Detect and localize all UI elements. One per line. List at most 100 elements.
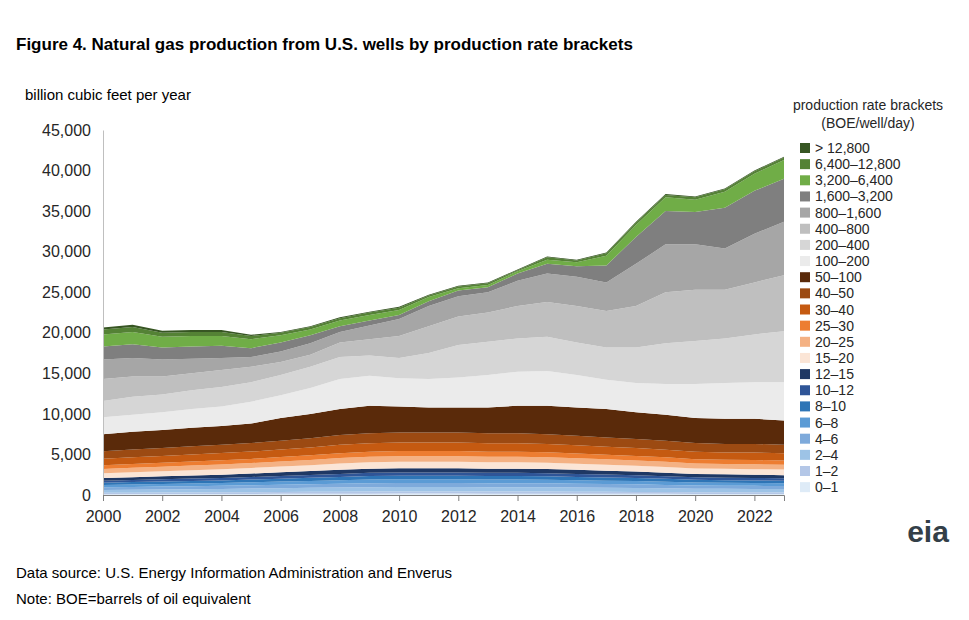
legend-label: 1,600–3,200 bbox=[815, 188, 893, 204]
x-tick: 2002 bbox=[145, 495, 181, 525]
x-tick-label: 2008 bbox=[323, 508, 359, 525]
x-tick: 2020 bbox=[678, 495, 714, 525]
x-tick: 2022 bbox=[737, 495, 773, 525]
legend-label: 20–25 bbox=[815, 334, 854, 350]
x-tick-mark bbox=[518, 495, 519, 501]
legend-label: 1–2 bbox=[815, 463, 839, 479]
area bbox=[103, 157, 784, 336]
x-tick-mark bbox=[754, 495, 755, 501]
legend-item: > 12,800 bbox=[800, 140, 870, 156]
y-tick-label: 40,000 bbox=[42, 162, 91, 179]
legend-item: 800–1,600 bbox=[800, 205, 881, 221]
legend-item: 1–2 bbox=[800, 463, 839, 479]
legend-label: 800–1,600 bbox=[815, 205, 881, 221]
x-tick: 2016 bbox=[559, 495, 595, 525]
legend-swatch bbox=[800, 175, 810, 185]
legend-label: 50–100 bbox=[815, 269, 862, 285]
y-tick-label: 20,000 bbox=[42, 324, 91, 341]
legend-item: 10–12 bbox=[800, 382, 854, 398]
legend-swatch bbox=[800, 434, 810, 444]
x-tick-label: 2018 bbox=[619, 508, 655, 525]
legend-label: 100–200 bbox=[815, 253, 870, 269]
legend-label: 6–8 bbox=[815, 415, 839, 431]
plot-area bbox=[103, 157, 784, 495]
legend-swatch bbox=[800, 418, 810, 428]
x-tick: 2004 bbox=[204, 495, 240, 525]
y-tick-label: 45,000 bbox=[42, 122, 91, 139]
legend-item: 20–25 bbox=[800, 334, 854, 350]
x-tick-label: 2022 bbox=[737, 508, 773, 525]
y-tick-label: 10,000 bbox=[42, 406, 91, 423]
legend-title: production rate brackets bbox=[793, 97, 943, 113]
legend-label: 40–50 bbox=[815, 285, 854, 301]
x-tick-mark bbox=[577, 495, 578, 501]
x-tick: 2000 bbox=[86, 495, 122, 525]
x-tick: 2014 bbox=[500, 495, 536, 525]
logo: eia bbox=[907, 515, 949, 548]
x-tick-label: 2012 bbox=[441, 508, 477, 525]
legend-label: 3,200–6,400 bbox=[815, 172, 893, 188]
legend-item: 2–4 bbox=[800, 447, 839, 463]
y-tick: 15,000 bbox=[42, 365, 103, 382]
x-tick-mark bbox=[281, 495, 282, 501]
y-tick: 35,000 bbox=[42, 203, 103, 220]
legend-swatch bbox=[800, 401, 810, 411]
y-tick: 25,000 bbox=[42, 284, 103, 301]
legend-label: 10–12 bbox=[815, 382, 854, 398]
legend-item: 40–50 bbox=[800, 285, 854, 301]
y-tick: 0 bbox=[82, 487, 103, 504]
x-tick-mark bbox=[162, 495, 163, 501]
legend: production rate brackets(BOE/well/day)> … bbox=[793, 97, 943, 495]
legend-swatch bbox=[800, 482, 810, 492]
legend-item: 50–100 bbox=[800, 269, 862, 285]
legend-label: 400–800 bbox=[815, 221, 870, 237]
x-tick-label: 2006 bbox=[263, 508, 299, 525]
x-tick-label: 2004 bbox=[204, 508, 240, 525]
legend-swatch bbox=[800, 369, 810, 379]
y-tick: 20,000 bbox=[42, 324, 103, 341]
legend-item: 25–30 bbox=[800, 318, 854, 334]
x-tick-label: 2010 bbox=[382, 508, 418, 525]
x-tick-label: 2020 bbox=[678, 508, 714, 525]
legend-item: 100–200 bbox=[800, 253, 870, 269]
legend-swatch bbox=[800, 240, 810, 250]
legend-swatch bbox=[800, 353, 810, 363]
legend-item: 8–10 bbox=[800, 398, 846, 414]
legend-item: 6,400–12,800 bbox=[800, 156, 901, 172]
y-axis-title: billion cubic feet per year bbox=[25, 86, 191, 103]
area bbox=[103, 160, 784, 348]
legend-item: 200–400 bbox=[800, 237, 870, 253]
y-tick: 10,000 bbox=[42, 406, 103, 423]
x-tick-label: 2000 bbox=[86, 508, 122, 525]
legend-swatch bbox=[800, 208, 810, 218]
x-tick-label: 2016 bbox=[559, 508, 595, 525]
legend-label: 0–1 bbox=[815, 479, 839, 495]
legend-item: 0–1 bbox=[800, 479, 839, 495]
legend-item: 12–15 bbox=[800, 366, 854, 382]
legend-label: 25–30 bbox=[815, 318, 854, 334]
note: Note: BOE=barrels of oil equivalent bbox=[16, 590, 252, 607]
x-tick: 2008 bbox=[323, 495, 359, 525]
note: Data source: U.S. Energy Information Adm… bbox=[16, 564, 452, 581]
y-tick-label: 15,000 bbox=[42, 365, 91, 382]
legend-item: 1,600–3,200 bbox=[800, 188, 893, 204]
legend-item: 15–20 bbox=[800, 350, 854, 366]
x-tick: 2006 bbox=[263, 495, 299, 525]
y-tick-label: 0 bbox=[82, 487, 91, 504]
x-tick-mark bbox=[636, 495, 637, 501]
legend-swatch bbox=[800, 337, 810, 347]
title: Figure 4. Natural gas production from U.… bbox=[16, 35, 633, 54]
legend-label: > 12,800 bbox=[815, 140, 870, 156]
y-tick: 45,000 bbox=[42, 122, 103, 139]
legend-label: 12–15 bbox=[815, 366, 854, 382]
legend-swatch bbox=[800, 256, 810, 266]
legend-swatch bbox=[800, 305, 810, 315]
y-tick: 40,000 bbox=[42, 162, 103, 179]
legend-swatch bbox=[800, 288, 810, 298]
x-tick-mark bbox=[458, 495, 459, 501]
x-tick-mark bbox=[103, 495, 104, 501]
legend-label: 200–400 bbox=[815, 237, 870, 253]
y-axis: 05,00010,00015,00020,00025,00030,00035,0… bbox=[42, 122, 103, 504]
legend-swatch bbox=[800, 385, 810, 395]
legend-label: 6,400–12,800 bbox=[815, 156, 901, 172]
